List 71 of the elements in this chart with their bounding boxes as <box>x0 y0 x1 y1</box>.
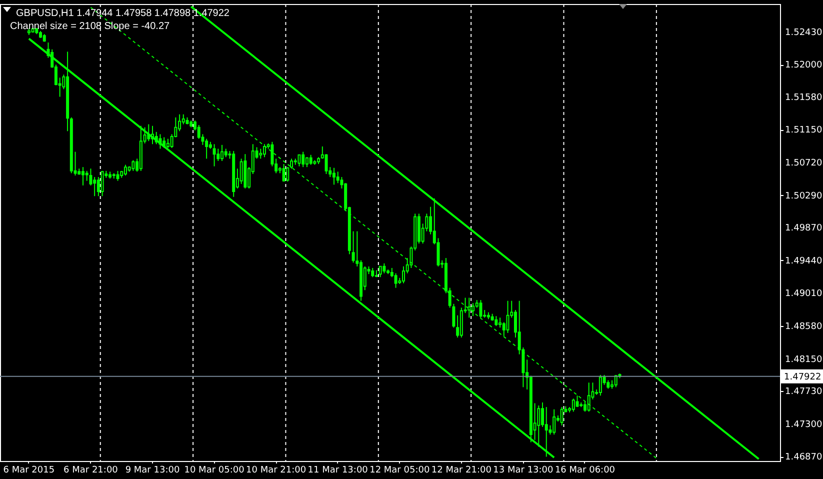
candlestick <box>282 164 286 182</box>
candlestick <box>494 316 498 327</box>
candlestick <box>479 300 482 318</box>
candlestick <box>93 176 96 197</box>
candlestick <box>147 124 150 142</box>
candlestick <box>552 408 556 436</box>
candlestick <box>305 156 308 168</box>
candlestick <box>560 406 564 426</box>
y-tick-label: 1.51580 <box>785 92 822 103</box>
candlestick <box>132 160 135 172</box>
candlestick <box>382 262 386 274</box>
y-tick-label: 1.48150 <box>785 354 822 365</box>
x-tick-label: 10 Mar 05:00 <box>184 466 245 476</box>
candlestick <box>212 144 216 167</box>
candlestick <box>116 170 120 182</box>
candlestick <box>352 230 355 264</box>
x-tick-label: 16 Mar 06:00 <box>554 466 616 476</box>
candlestick <box>298 154 301 167</box>
candlestick <box>290 158 294 170</box>
x-tick-label: 10 Mar 21:00 <box>246 466 306 476</box>
candlestick <box>324 154 328 174</box>
ref-line-label: 1.47922 <box>784 372 822 382</box>
candlestick <box>587 382 590 412</box>
candlestick <box>89 168 92 186</box>
candlestick <box>498 317 502 328</box>
candlestick <box>332 167 336 186</box>
candlestick <box>166 138 170 148</box>
y-tick-label: 1.48580 <box>785 322 822 332</box>
candlestick <box>378 266 382 278</box>
candlestick <box>537 405 540 448</box>
y-tick-label: 1.50720 <box>785 158 822 168</box>
x-tick-label: 9 Mar 13:00 <box>125 466 180 476</box>
candlestick <box>506 300 510 334</box>
candlestick <box>572 398 575 412</box>
candlestick <box>259 148 262 160</box>
candlestick <box>240 158 243 184</box>
y-tick-label: 1.47730 <box>785 387 822 397</box>
candlestick <box>100 170 104 197</box>
candlestick <box>371 267 374 278</box>
candlestick <box>541 402 544 428</box>
candlestick <box>205 138 208 160</box>
candlestick <box>286 166 290 182</box>
y-tick-label: 1.46870 <box>785 452 822 463</box>
candlestick <box>220 144 224 162</box>
x-tick-label: 13 Mar 13:00 <box>493 466 554 476</box>
candlestick <box>402 266 405 284</box>
candlestick <box>472 302 475 317</box>
x-tick-label: 6 Mar 2015 <box>3 466 55 476</box>
y-tick-label: 1.52430 <box>785 28 822 38</box>
candlestick <box>598 374 602 396</box>
candlestick <box>309 154 312 166</box>
candlestick <box>394 272 398 288</box>
candlestick <box>302 151 305 168</box>
x-tick-label: 12 Mar 21:00 <box>431 466 492 476</box>
y-tick-label: 1.52000 <box>785 60 822 71</box>
y-tick-label: 1.49440 <box>785 256 822 266</box>
candlestick <box>124 164 127 176</box>
y-tick-label: 1.47300 <box>785 420 822 430</box>
y-tick-label: 1.49870 <box>785 223 822 234</box>
candlestick <box>81 166 84 186</box>
x-tick-label: 12 Mar 05:00 <box>370 466 430 476</box>
y-tick-label: 1.51150 <box>785 126 822 136</box>
x-tick-label: 11 Mar 13:00 <box>308 466 368 476</box>
text: Channel size = 2108 Slope = -40.27 <box>10 21 170 32</box>
candlestick <box>468 297 471 318</box>
y-tick-label: 1.49010 <box>785 289 822 300</box>
candlestick <box>85 170 88 182</box>
y-tick-label: 1.50290 <box>785 191 822 202</box>
candlestick <box>456 314 460 338</box>
x-tick-label: 6 Mar 21:00 <box>64 466 118 476</box>
candlestick <box>262 144 266 158</box>
